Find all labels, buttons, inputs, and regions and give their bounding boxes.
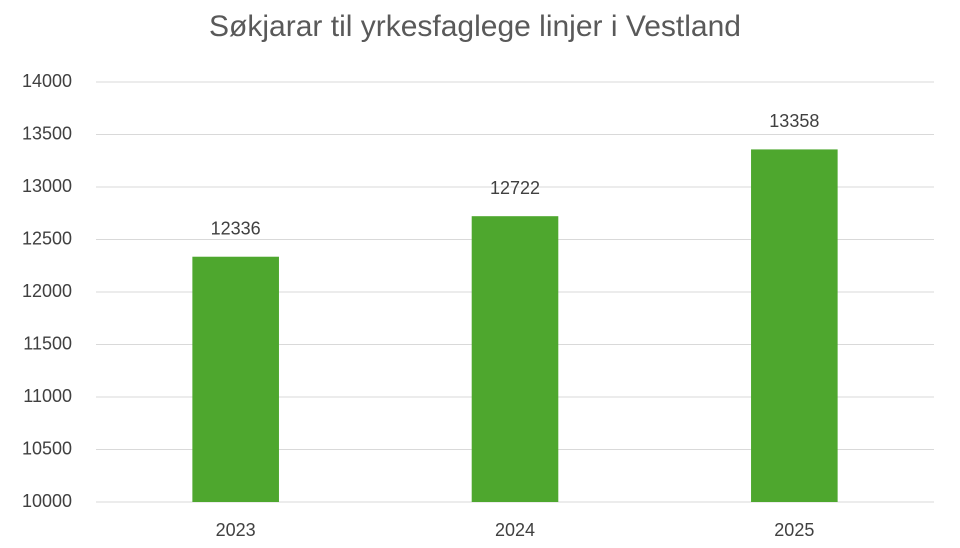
chart-title: Søkjarar til yrkesfaglege linjer i Vestl…	[209, 10, 741, 43]
y-tick-label: 14000	[22, 71, 72, 91]
y-tick-label: 13000	[22, 176, 72, 196]
y-tick-label: 11500	[23, 333, 72, 353]
data-label: 13358	[769, 111, 819, 131]
bar	[751, 149, 838, 502]
bar	[471, 216, 559, 502]
x-tick-label: 2023	[216, 520, 256, 540]
y-tick-label: 12500	[22, 228, 72, 248]
y-tick-label: 13500	[22, 123, 72, 143]
y-tick-label: 11000	[23, 386, 72, 406]
y-tick-label: 12000	[22, 281, 72, 301]
x-tick-label: 2024	[495, 520, 535, 540]
y-tick-label: 10500	[22, 438, 72, 458]
bar	[192, 256, 279, 502]
x-tick-label: 2025	[774, 520, 814, 540]
data-label: 12336	[211, 218, 261, 238]
y-tick-label: 10000	[22, 491, 72, 511]
data-label: 12722	[490, 178, 540, 198]
